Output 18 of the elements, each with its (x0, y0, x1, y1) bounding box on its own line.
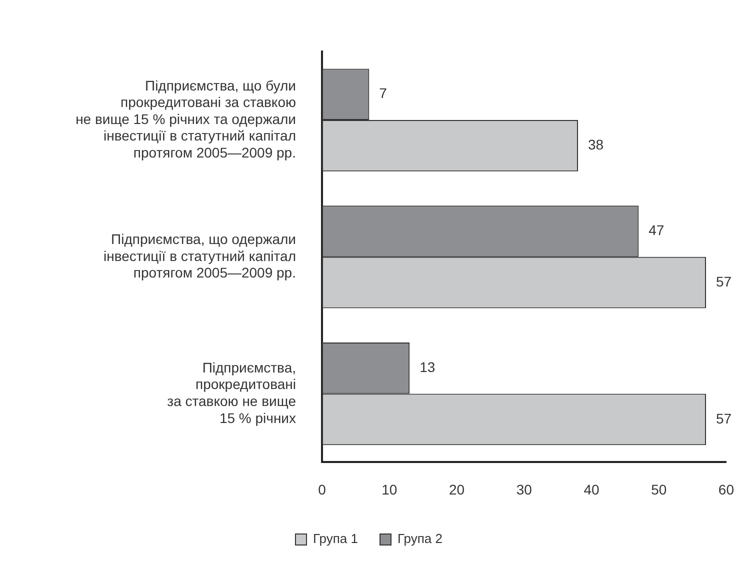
x-tick-label: 50 (651, 481, 667, 498)
legend-label: Група 1 (312, 531, 358, 546)
x-tick-label: 0 (318, 481, 326, 498)
data-label: 57 (716, 410, 732, 426)
data-label: 57 (716, 273, 732, 290)
x-tick-label: 20 (448, 481, 465, 498)
y-tick-label: Підприємства, що одержали інвестиції в статутний капітал протягом 2005—2009 рр. (104, 230, 296, 281)
legend-label: Група 2 (398, 531, 443, 546)
data-label: 47 (648, 222, 664, 238)
y-tick-label: Підприємства, що були прокредитовані за ставкою не вище 15 % річних та одержали інвестиції в статутний капітал протягом 2005—2009 рр. (76, 77, 296, 160)
y-tick-label: Підприємства, прокредитовані за ставкою не вище 15 % річних (167, 359, 296, 426)
data-label: 13 (420, 358, 436, 375)
x-tick-label: 30 (516, 481, 532, 498)
x-tick-label: 60 (718, 481, 734, 498)
x-tick-label: 10 (382, 481, 398, 498)
x-tick-label: 40 (584, 481, 600, 498)
data-label: 7 (379, 85, 388, 102)
data-label: 38 (588, 136, 604, 153)
